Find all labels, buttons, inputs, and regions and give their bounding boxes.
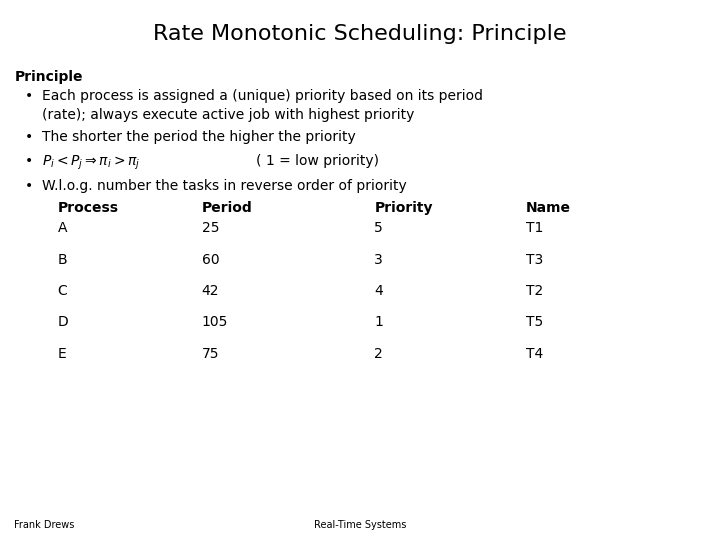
Text: T3: T3 — [526, 253, 543, 267]
Text: 75: 75 — [202, 347, 219, 361]
Text: 42: 42 — [202, 284, 219, 298]
Text: 3: 3 — [374, 253, 383, 267]
Text: 105: 105 — [202, 315, 228, 329]
Text: B: B — [58, 253, 67, 267]
Text: •: • — [25, 154, 33, 168]
Text: Real-Time Systems: Real-Time Systems — [314, 520, 406, 530]
Text: ( 1 = low priority): ( 1 = low priority) — [256, 154, 379, 168]
Text: Frank Drews: Frank Drews — [14, 520, 75, 530]
Text: 1: 1 — [374, 315, 383, 329]
Text: Each process is assigned a (unique) priority based on its period: Each process is assigned a (unique) prio… — [42, 89, 482, 103]
Text: 5: 5 — [374, 221, 383, 235]
Text: Priority: Priority — [374, 201, 433, 215]
Text: The shorter the period the higher the priority: The shorter the period the higher the pr… — [42, 130, 356, 144]
Text: D: D — [58, 315, 68, 329]
Text: Rate Monotonic Scheduling: Principle: Rate Monotonic Scheduling: Principle — [153, 24, 567, 44]
Text: (rate); always execute active job with highest priority: (rate); always execute active job with h… — [42, 108, 414, 122]
Text: Process: Process — [58, 201, 119, 215]
Text: E: E — [58, 347, 66, 361]
Text: A: A — [58, 221, 67, 235]
Text: $P_i < P_j \Rightarrow \pi_i > \pi_j$: $P_i < P_j \Rightarrow \pi_i > \pi_j$ — [42, 154, 140, 172]
Text: T5: T5 — [526, 315, 543, 329]
Text: Name: Name — [526, 201, 571, 215]
Text: 2: 2 — [374, 347, 383, 361]
Text: 25: 25 — [202, 221, 219, 235]
Text: Principle: Principle — [14, 70, 83, 84]
Text: •: • — [25, 89, 33, 103]
Text: T1: T1 — [526, 221, 543, 235]
Text: T4: T4 — [526, 347, 543, 361]
Text: •: • — [25, 130, 33, 144]
Text: 4: 4 — [374, 284, 383, 298]
Text: 60: 60 — [202, 253, 219, 267]
Text: Period: Period — [202, 201, 252, 215]
Text: T2: T2 — [526, 284, 543, 298]
Text: •: • — [25, 179, 33, 193]
Text: C: C — [58, 284, 68, 298]
Text: W.l.o.g. number the tasks in reverse order of priority: W.l.o.g. number the tasks in reverse ord… — [42, 179, 407, 193]
